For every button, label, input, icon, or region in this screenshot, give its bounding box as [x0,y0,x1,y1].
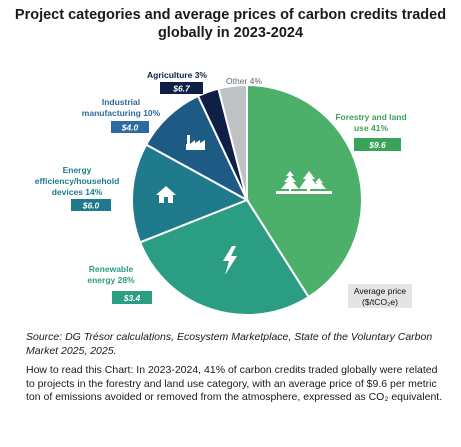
factory-icon [186,135,205,150]
chart-title-line-1: Project categories and average prices of… [14,7,447,23]
price-agriculture: $6.7 [172,84,191,94]
label-forestry: Forestry and land use 41% $9.6 [335,112,407,151]
lightning-icon [223,246,237,275]
label-energy-line-3: devices 14% [52,187,103,197]
pie-slices [131,83,363,316]
pie-slice-energy-efficiency-household-devices [131,143,250,244]
chart-title-line-2: globally in 2023-2024 [157,25,304,41]
price-badge-renewable [112,291,152,304]
pie-chart: Forestry and land use 41% $9.6 Renewable… [35,70,407,316]
label-renewable-line-2: energy 28% [87,275,135,285]
label-energy: Energy efficiency/household devices 14% … [35,165,120,211]
label-other-line-1: Other 4% [226,76,262,86]
label-industrial-line-2: manufacturing 10% [82,108,161,118]
label-energy-line-1: Energy [63,165,92,175]
price-badge-energy [71,199,111,211]
source-note: Source: DG Trésor calculations, Ecosyste… [26,331,433,357]
label-agriculture: Agriculture 3% $6.7 [147,70,207,94]
label-renewable: Renewable energy 28% $3.4 [87,264,152,304]
chart-title: Project categories and average prices of… [0,6,461,42]
label-agriculture-line-1: Agriculture 3% [147,70,207,80]
price-renewable: $3.4 [123,293,141,303]
house-icon [156,186,176,203]
legend-line-2: ($/tCO₂e) [362,297,398,307]
how-to-read-note: How to read this Chart: In 2023-2024, 41… [26,364,443,403]
label-industrial: Industrial manufacturing 10% $4.0 [82,97,161,133]
price-badge-agriculture [160,82,203,94]
price-forestry: $9.6 [368,140,386,150]
average-price-legend: Average price ($/tCO₂e) [348,284,412,308]
pie-slice-other [217,83,248,201]
label-forestry-line-2: use 41% [354,123,388,133]
price-energy: $6.0 [82,201,100,211]
legend-line-1: Average price [353,286,407,296]
price-badge-forestry [354,138,401,151]
trees-icon [276,171,332,194]
label-renewable-line-1: Renewable [89,264,134,274]
pie-slice-renewable-energy [138,198,311,316]
label-energy-line-2: efficiency/household [35,176,120,186]
label-forestry-line-1: Forestry and land [335,112,406,122]
price-industrial: $4.0 [121,123,139,133]
label-industrial-line-1: Industrial [102,97,140,107]
label-other: Other 4% [226,76,262,86]
price-badge-industrial [111,121,149,133]
